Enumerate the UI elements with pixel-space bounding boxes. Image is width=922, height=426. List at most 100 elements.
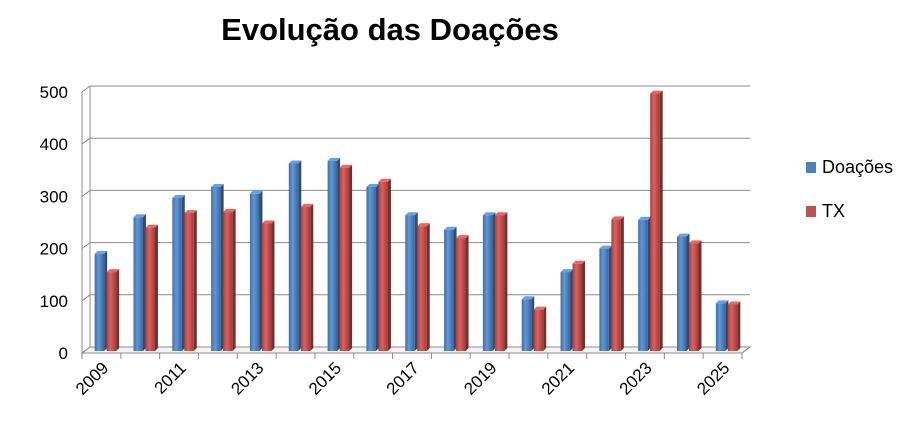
bar-side	[104, 250, 108, 351]
gridline-side	[81, 242, 91, 250]
bar-Doações-2012	[211, 187, 221, 351]
bar-Doações-2017	[405, 215, 415, 351]
bar-side	[608, 245, 612, 351]
bar-top	[211, 184, 224, 188]
bar-TX-2013	[261, 223, 272, 351]
x-tick-label: 2021	[538, 358, 578, 398]
bar-side	[543, 306, 547, 351]
bar-top	[327, 157, 341, 161]
bar-top	[521, 296, 535, 300]
bar-Doações-2018	[444, 229, 454, 351]
bar-TX-2016	[378, 181, 388, 351]
bar-TX-2021	[572, 263, 583, 351]
bar-top	[650, 90, 663, 94]
bar-top	[288, 160, 302, 164]
gridline-side	[81, 137, 91, 145]
bar-side	[298, 160, 302, 351]
bar-top	[133, 214, 146, 218]
bar-top	[405, 212, 418, 216]
bar-top	[223, 209, 236, 213]
y-tick-label: 100	[40, 292, 68, 311]
bar-top	[444, 226, 457, 230]
bar-top	[172, 194, 185, 198]
x-axis-end	[741, 346, 751, 354]
bar-top	[366, 184, 379, 188]
y-tick-label: 500	[40, 83, 68, 102]
bar-side	[504, 212, 508, 351]
bar-side	[531, 296, 535, 351]
bar-top	[677, 233, 690, 237]
bar-side	[259, 190, 263, 351]
bar-side	[492, 212, 496, 351]
bar-top	[145, 224, 158, 228]
bar-side	[659, 90, 663, 351]
bar-top	[106, 269, 120, 273]
bar-TX-2010	[145, 227, 155, 351]
bar-top	[261, 220, 275, 224]
bar-Doações-2010	[133, 217, 143, 351]
bar-TX-2024	[689, 243, 699, 351]
gridline-side	[81, 189, 91, 197]
bar-side	[271, 220, 275, 351]
bar-side	[620, 216, 624, 351]
bar-top	[94, 250, 108, 254]
x-tick-label: 2019	[460, 358, 500, 398]
bar-Doações-2011	[172, 197, 182, 351]
bar-TX-2011	[184, 213, 194, 351]
bar-Doações-2016	[366, 187, 376, 351]
y-tick-label: 400	[40, 135, 68, 154]
bar-top	[533, 306, 547, 310]
bar-Doações-2019	[482, 215, 493, 351]
bar-top	[300, 203, 314, 207]
bar-top	[638, 216, 651, 220]
bar-side	[582, 260, 586, 351]
bar-side	[387, 178, 391, 351]
x-tick-label: 2011	[151, 358, 190, 397]
bar-side	[465, 235, 469, 351]
bar-Doações-2022	[599, 248, 609, 351]
bar-TX-2018	[456, 238, 466, 351]
legend-label: TX	[822, 201, 845, 221]
bar-top	[184, 210, 197, 214]
bar-TX-2023	[650, 93, 660, 351]
bar-top	[715, 300, 729, 304]
bar-Doações-2021	[560, 272, 571, 351]
bar-TX-2017	[417, 226, 427, 351]
bar-TX-2014	[300, 206, 311, 351]
bar-side	[375, 184, 379, 351]
bar-Doações-2014	[288, 163, 299, 351]
y-tick-label: 300	[40, 187, 68, 206]
bar-TX-2022	[611, 219, 621, 351]
bar-TX-2015	[339, 167, 350, 351]
x-tick-label: 2013	[227, 358, 267, 398]
bar-top	[339, 164, 353, 168]
chart-title: Evolução das Doações	[221, 12, 559, 47]
gridline-side	[81, 85, 91, 93]
gridline-side	[81, 294, 91, 302]
bar-side	[349, 164, 353, 351]
bar-side	[232, 209, 236, 351]
bar-top	[611, 216, 624, 220]
bar-side	[453, 226, 457, 351]
bar-Doações-2025	[715, 303, 726, 351]
bar-side	[154, 224, 158, 351]
x-tick-label: 2009	[72, 358, 112, 398]
bar-top	[482, 212, 496, 216]
bar-side	[142, 214, 146, 351]
bar-Doações-2023	[638, 219, 648, 351]
bar-side	[570, 269, 574, 351]
y-tick-label: 0	[59, 344, 68, 363]
legend-swatch-TX	[806, 206, 816, 217]
bar-Doações-2024	[677, 236, 687, 351]
bar-TX-2012	[223, 212, 233, 351]
bar-side	[181, 194, 185, 351]
bar-Doações-2009	[94, 253, 105, 351]
bar-side	[193, 210, 197, 351]
bar-side	[310, 203, 314, 351]
legend-swatch-Doações	[806, 162, 816, 173]
bar-side	[426, 223, 430, 351]
bar-TX-2019	[494, 215, 505, 351]
bar-top	[494, 212, 508, 216]
x-tick-label: 2023	[616, 358, 656, 398]
